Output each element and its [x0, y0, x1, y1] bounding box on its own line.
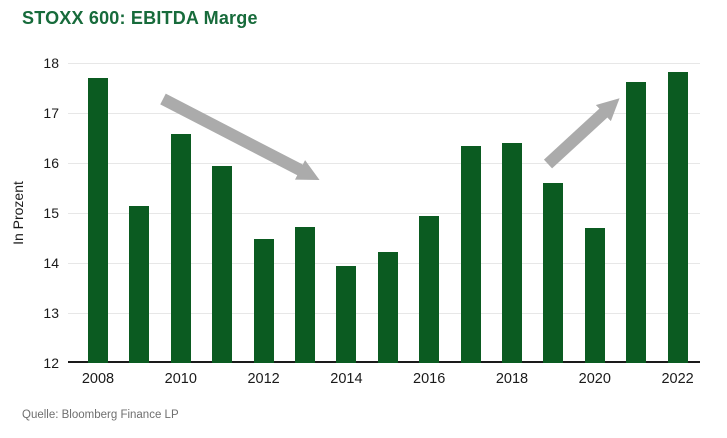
bar-2010 — [170, 134, 191, 363]
source-note: Quelle: Bloomberg Finance LP — [22, 409, 179, 421]
chart-title: STOXX 600: EBITDA Marge — [22, 8, 258, 28]
bar-2009 — [129, 205, 150, 363]
x-tick-2014: 2014 — [330, 371, 363, 387]
x-tick-2010: 2010 — [164, 371, 197, 387]
bar-2013 — [295, 227, 315, 363]
x-tick-2018: 2018 — [495, 371, 529, 387]
x-tick-2016: 2016 — [413, 371, 446, 387]
bar-2015 — [377, 252, 398, 363]
bar-2021 — [626, 82, 647, 363]
bar-2017 — [460, 145, 481, 363]
bar-2019 — [543, 183, 564, 363]
bar-2014 — [336, 265, 357, 363]
gridline-17 — [68, 113, 700, 114]
x-tick-2022: 2022 — [661, 371, 694, 387]
y-tick-12: 12 — [43, 355, 59, 371]
plot-area: 12 13 14 15 16 17 18 2008 2010 2012 2014 2016 2018 20… — [43, 55, 700, 387]
gridline-16 — [68, 163, 700, 164]
y-tick-14: 14 — [43, 255, 59, 271]
gridline-15 — [68, 213, 700, 214]
y-tick-15: 15 — [43, 205, 59, 221]
y-tick-16: 16 — [43, 155, 59, 171]
x-tick-2020: 2020 — [578, 371, 611, 387]
gridline-18 — [68, 63, 700, 64]
x-tick-2012: 2012 — [247, 371, 280, 387]
bar-2018 — [502, 143, 522, 363]
y-axis-label: In Prozent — [10, 181, 26, 245]
y-tick-13: 13 — [43, 305, 59, 321]
bar-2020 — [584, 228, 605, 363]
bar-2022 — [667, 72, 688, 363]
bar-2011 — [212, 165, 233, 363]
bar-2008 — [88, 78, 108, 363]
bar-2016 — [419, 215, 440, 363]
y-tick-17: 17 — [43, 105, 59, 121]
x-tick-2008: 2008 — [81, 371, 115, 387]
bar-2012 — [253, 239, 274, 363]
y-tick-18: 18 — [43, 55, 59, 71]
